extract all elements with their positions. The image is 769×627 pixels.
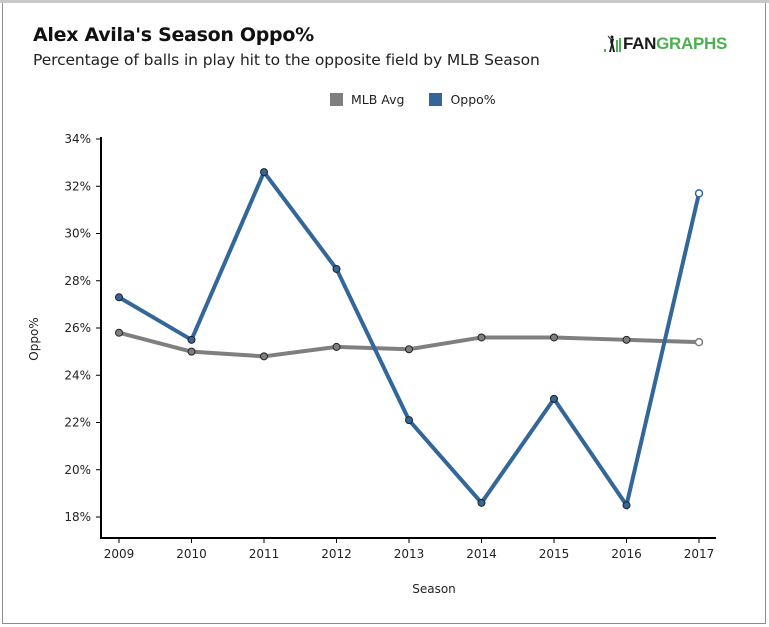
series-points	[115, 168, 704, 510]
x-tick-label: 2017	[684, 547, 715, 561]
data-point-oppo-2010[interactable]	[187, 335, 196, 344]
y-tick-label: 22%	[64, 416, 91, 430]
data-point-oppo-2015[interactable]	[550, 394, 558, 403]
data-point-mlb-avg-2017[interactable]	[694, 337, 704, 347]
data-point-oppo-2011[interactable]	[260, 168, 268, 177]
y-axis: 18% 20% 22% 24% 26% 28% 30% 32% 34%	[64, 132, 102, 539]
data-point-mlb-avg-2013[interactable]	[405, 345, 413, 354]
data-point-oppo-2012[interactable]	[332, 264, 341, 273]
y-axis-title: Oppo%	[27, 317, 41, 360]
data-point-oppo-2013[interactable]	[405, 416, 413, 425]
y-tick-label: 26%	[64, 321, 91, 335]
data-point-mlb-avg-2010[interactable]	[187, 347, 196, 356]
y-tick-label: 24%	[64, 368, 91, 382]
y-tick-label: 34%	[64, 132, 91, 146]
x-axis-title: Season	[412, 582, 456, 596]
x-tick-label: 2013	[394, 547, 425, 561]
legend-swatch-mlb-avg	[330, 93, 343, 106]
y-tick-label: 18%	[64, 510, 91, 524]
x-tick-label: 2011	[249, 547, 280, 561]
data-point-oppo-2017[interactable]	[694, 189, 704, 198]
legend-swatch-oppo	[429, 93, 443, 106]
chart-frame	[2, 3, 766, 624]
chart-subtitle: Percentage of balls in play hit to the o…	[33, 51, 540, 69]
data-point-mlb-avg-2012[interactable]	[332, 342, 341, 351]
legend-item-mlb-avg[interactable]: MLB Avg	[330, 92, 404, 107]
x-tick-label: 2014	[466, 547, 497, 561]
y-tick-label: 32%	[64, 179, 91, 193]
legend-label-mlb-avg: MLB Avg	[351, 92, 405, 107]
data-point-oppo-2016[interactable]	[622, 501, 631, 510]
x-tick-label: 2016	[611, 547, 642, 561]
data-point-mlb-avg-2011[interactable]	[260, 352, 268, 361]
y-tick-label: 30%	[64, 227, 91, 241]
fangraphs-logo[interactable]: FAN GRAPHS	[604, 34, 727, 54]
data-point-mlb-avg-2016[interactable]	[622, 335, 631, 344]
legend: MLB Avg Oppo%	[330, 92, 521, 107]
logo-text-fan: FAN	[623, 34, 657, 53]
x-tick-label: 2010	[176, 547, 207, 561]
data-point-mlb-avg-2014[interactable]	[477, 333, 486, 342]
series-lines	[117, 168, 701, 511]
legend-label-oppo: Oppo%	[450, 92, 496, 107]
x-tick-label: 2012	[321, 547, 352, 561]
legend-item-oppo[interactable]: Oppo%	[429, 92, 496, 107]
window-top-band	[0, 0, 769, 3]
data-point-mlb-avg-2015[interactable]	[550, 333, 558, 342]
chart-title: Alex Avila's Season Oppo%	[33, 24, 314, 46]
x-tick-label: 2015	[539, 547, 570, 561]
y-tick-label: 20%	[64, 463, 91, 477]
fangraphs-batter-icon	[604, 35, 621, 52]
logo-text-graphs: GRAPHS	[656, 34, 728, 53]
data-point-oppo-2014[interactable]	[477, 498, 486, 507]
data-point-oppo-2009[interactable]	[115, 293, 123, 302]
data-point-mlb-avg-2009[interactable]	[115, 328, 123, 337]
x-axis: 2009 2010 2011 2012 2013 2014 2015 2016 2017	[100, 537, 716, 561]
x-tick-label: 2009	[104, 547, 135, 561]
y-tick-label: 28%	[64, 274, 91, 288]
